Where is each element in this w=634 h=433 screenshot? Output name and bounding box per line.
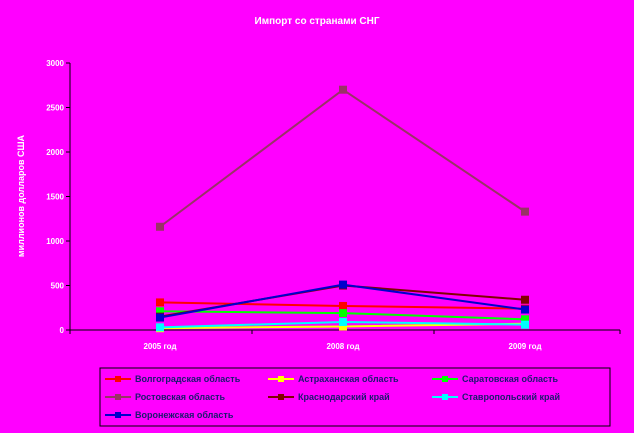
series-point-2-1: [339, 309, 347, 318]
legend-label-1: Астраханская область: [298, 374, 399, 384]
legend-label-5: Ставропольский край: [462, 392, 560, 402]
y-tick-label: 1000: [46, 237, 64, 246]
legend-marker-5: [442, 394, 448, 400]
series-point-6-0: [156, 313, 164, 322]
legend-label-3: Ростовская область: [135, 392, 225, 402]
legend-marker-1: [278, 376, 284, 382]
y-tick-label: 0: [60, 326, 65, 335]
legend-label-0: Волгоградская область: [135, 374, 241, 384]
x-tick-label: 2008 год: [326, 342, 359, 351]
series-point-3-2: [521, 207, 529, 216]
series-point-6-1: [339, 280, 347, 289]
chart-title: Импорт со странами СНГ: [255, 16, 380, 27]
series-lines: [159, 88, 526, 330]
legend-label-6: Воронежская область: [135, 410, 234, 420]
y-tick-label: 2500: [46, 104, 64, 113]
series-point-5-1: [339, 317, 347, 326]
legend-marker-0: [115, 376, 121, 382]
legend-label-4: Краснодарский край: [298, 392, 390, 402]
series-point-0-0: [156, 298, 164, 307]
series-markers: [156, 85, 529, 333]
legend-marker-6: [115, 412, 121, 418]
series-point-5-2: [521, 320, 529, 329]
series-point-5-0: [156, 323, 164, 332]
y-ticks: 0 500 1000 1500 2000 2500 3000: [46, 59, 70, 335]
y-tick-label: 3000: [46, 59, 64, 68]
series-point-4-2: [521, 295, 529, 304]
series-point-6-2: [521, 305, 529, 314]
legend-label-2: Саратовская область: [462, 374, 558, 384]
y-tick-label: 2000: [46, 148, 64, 157]
x-tick-label: 2009 год: [508, 342, 541, 351]
legend-box: [99, 367, 611, 427]
legend: Волгоградская область Астраханская област…: [105, 374, 560, 420]
series-point-3-0: [156, 222, 164, 231]
series-point-2-2: [521, 315, 529, 324]
series-point-1-1: [339, 322, 347, 331]
legend-marker-2: [442, 376, 448, 382]
legend-marker-4: [278, 394, 284, 400]
series-point-0-1: [339, 301, 347, 310]
legend-marker-3: [115, 394, 121, 400]
y-tick-label: 500: [51, 282, 65, 291]
series-line-3: [159, 88, 526, 228]
x-tick-label: 2005 год: [143, 342, 176, 351]
series-point-2-0: [156, 307, 164, 316]
y-tick-label: 1500: [46, 193, 64, 202]
series-point-3-1: [339, 85, 347, 94]
y-axis-label: миллионов долларов США: [16, 134, 26, 257]
x-ticks: 2005 год 2008 год 2009 год: [69, 330, 621, 351]
